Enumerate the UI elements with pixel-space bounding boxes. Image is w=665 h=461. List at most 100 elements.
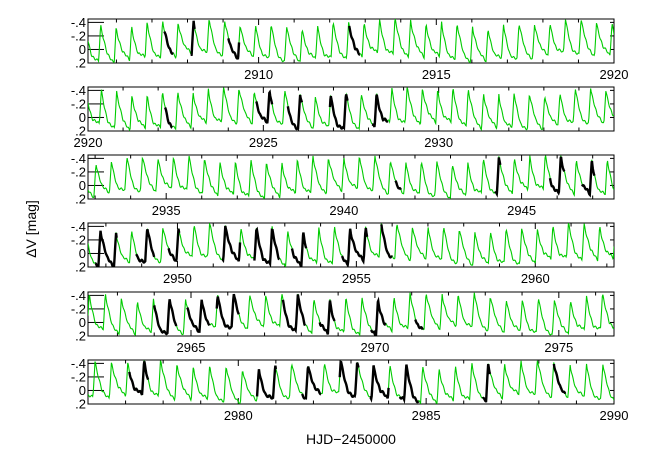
x-tick-label: 2940 [329,203,358,218]
x-tick-label: 2990 [600,408,629,423]
observation-points [128,361,150,396]
observation-segment [398,364,420,404]
observation-segment [552,363,567,395]
observation-segment [215,293,240,330]
y-tick-label: -.4 [71,83,86,98]
observation-points [548,156,566,196]
x-tick-label: 2935 [152,203,181,218]
panel-frame [87,18,615,64]
y-tick-label: -.4 [71,288,86,303]
y-tick-label: 0 [79,178,86,193]
observation-points [167,228,181,263]
observation-points [290,232,308,267]
x-tick-label: 2930 [424,135,453,150]
observation-points [190,20,196,57]
model-fit-line [88,155,614,199]
y-tick-label: -.4 [71,356,86,371]
observation-segment [369,365,390,403]
y-tick-label: .2 [75,397,86,412]
observation-points [255,89,274,124]
x-tick-label: 2920 [74,135,103,150]
observation-segment [128,361,150,396]
observation-segment [494,157,502,198]
observation-segment [340,227,369,267]
observation-segment [190,20,196,57]
observation-points [94,230,118,267]
observation-segment [164,107,173,129]
observation-segment [186,299,211,333]
observation-segment [255,365,278,400]
panel-5: -.4-.20.2 2965 2970 2975 [71,288,615,355]
observation-points [369,365,390,403]
observation-segment [255,89,274,124]
y-tick-label: .2 [75,329,86,344]
observation-points [380,224,393,259]
y-tick-label: -.2 [71,369,86,384]
panel-1: -.4-.20.2 2910 2915 2920 [71,15,629,82]
observation-segment [318,300,336,335]
observation-points [153,299,178,336]
observation-segment [328,94,349,131]
y-tick-label: -.2 [71,164,86,179]
panel-frame [87,86,615,132]
observation-points [135,228,156,264]
y-axis-title: ΔV [mag] [23,200,39,258]
observation-segment [153,299,178,336]
observation-points [301,366,322,400]
x-tick-label: 2970 [360,340,389,355]
observation-segment [380,224,393,259]
y-tick-label: .2 [75,260,86,275]
observation-segment [135,228,156,264]
observation-points [163,31,174,55]
panel-frame [87,359,615,405]
observation-segment [481,363,492,403]
y-tick-label: 0 [79,246,86,261]
observation-points [328,94,349,131]
x-tick-label: 2915 [422,67,451,82]
observation-segment [163,31,174,55]
panel-6: -.4-.20.2 2980 2985 2990 [71,356,629,423]
x-tick-label: 2975 [544,340,573,355]
y-tick-label: -.4 [71,219,86,234]
observation-points [394,180,402,191]
observation-segment [370,296,387,336]
observation-points [186,299,211,333]
observation-points [580,160,596,198]
x-tick-label: 2920 [600,67,629,82]
x-axis-title: HJD−2450000 [306,431,396,447]
observation-segment [348,25,361,56]
model-fit-line [88,360,614,404]
x-tick-label: 2965 [177,340,206,355]
observation-segment [414,319,424,331]
observation-points [221,225,242,264]
y-tick-label: 0 [79,42,86,57]
observation-points [255,365,278,400]
y-tick-label: .2 [75,192,86,207]
x-tick-label: 2950 [163,271,192,286]
observation-segment [394,180,402,191]
observation-points [281,294,307,334]
observation-points [494,157,502,198]
observation-points [253,226,280,267]
observation-segment [301,366,322,400]
observation-points [286,94,304,131]
y-tick-label: 0 [79,383,86,398]
observation-points [164,107,173,129]
panel-3: -.4-.20.2 2935 2940 2945 [71,151,615,218]
observation-points [215,293,240,330]
observation-points [227,38,241,60]
observation-points [414,319,424,331]
y-tick-label: -.2 [71,232,86,247]
observation-segment [253,226,280,267]
observation-points [371,94,389,128]
observation-segment [338,360,360,398]
observation-points [338,360,360,398]
observation-segment [290,232,308,267]
y-tick-label: .2 [75,56,86,71]
panel-frame [87,154,615,200]
x-tick-label: 2925 [249,135,278,150]
observation-segment [286,94,304,131]
y-tick-label: .2 [75,124,86,139]
